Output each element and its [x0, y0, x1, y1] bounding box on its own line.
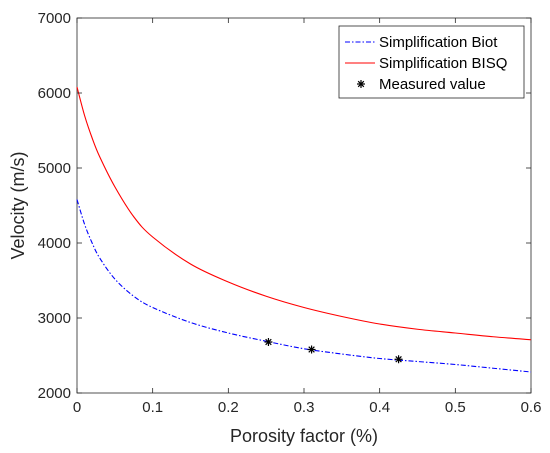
x-tick-label: 0.1 [142, 399, 163, 416]
x-tick-label: 0.6 [521, 399, 542, 416]
x-tick-label: 0.2 [218, 399, 239, 416]
series-line-biot [76, 199, 532, 373]
legend-label-measured: Measured value [379, 76, 486, 93]
y-tick-label: 2000 [38, 385, 71, 402]
y-tick-label: 3000 [38, 310, 71, 327]
legend-marker-measured [357, 80, 365, 88]
x-axis-label: Porosity factor (%) [230, 426, 378, 446]
x-tick-label: 0.3 [294, 399, 315, 416]
y-tick-label: 6000 [38, 85, 71, 102]
legend-box [338, 25, 525, 99]
y-tick-label: 4000 [38, 235, 71, 252]
series-line-bisq [76, 86, 532, 341]
series-layer [76, 86, 532, 373]
x-tick-label: 0.5 [445, 399, 466, 416]
ticks-layer: 0 0.1 0.2 0.3 0.4 0.5 0.6 2000 3000 4000 5000 6000 7… [38, 10, 542, 416]
legend-label-bisq: Simplification BISQ [379, 55, 507, 72]
data-point-measured [394, 355, 403, 364]
x-tick-label: 0.4 [369, 399, 390, 416]
data-point-measured [307, 345, 316, 354]
x-tick-label: 0 [73, 399, 81, 416]
legend-asterisk [357, 80, 365, 88]
y-tick-label: 7000 [38, 10, 71, 27]
y-axis-label: Velocity (m/s) [8, 151, 28, 259]
data-point-measured [264, 338, 273, 346]
y-tick-label: 5000 [38, 160, 71, 177]
legend-label-biot: Simplification Biot [379, 34, 498, 51]
legend: Simplification Biot Simplification BISQ … [338, 25, 525, 99]
